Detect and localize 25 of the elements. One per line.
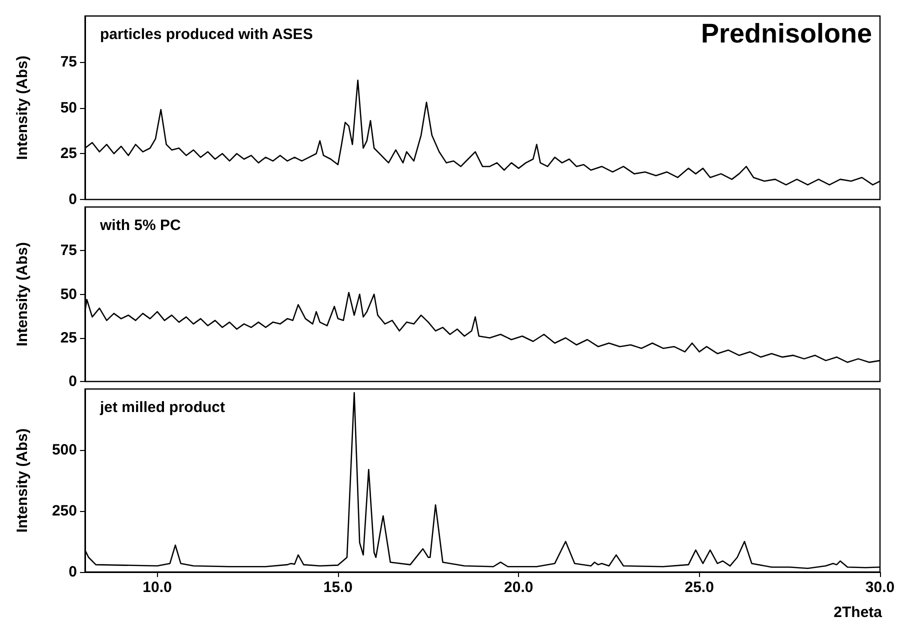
y-tick-label: 500: [52, 442, 77, 458]
x-tick-label: 25.0: [684, 579, 714, 596]
y-tick-label: 50: [60, 99, 77, 116]
y-axis-title: Intensity (Abs): [14, 428, 31, 533]
x-axis-title: 2Theta: [834, 604, 883, 621]
y-tick-label: 75: [60, 242, 77, 260]
y-tick-label: 0: [68, 564, 77, 580]
text: jet milled product: [99, 399, 226, 416]
y-tick-label: 250: [52, 502, 77, 520]
text: particles produced with ASES: [100, 26, 313, 43]
y-tick-label: 0: [68, 191, 77, 208]
y-tick-label: 75: [60, 53, 77, 70]
x-tick-label: 15.0: [323, 579, 353, 596]
x-tick-label: 20.0: [504, 579, 534, 596]
x-tick-label: 30.0: [865, 579, 895, 596]
y-tick-label: 25: [60, 329, 77, 346]
y-tick-label: 0: [68, 373, 77, 390]
y-tick-label: 50: [60, 286, 77, 303]
y-tick-label: 25: [60, 145, 77, 162]
x-tick-label: 10.0: [142, 579, 172, 596]
y-axis-title: Intensity (Abs): [14, 242, 31, 346]
text: with 5% PC: [99, 217, 182, 234]
y-axis-title: Intensity (Abs): [14, 56, 31, 160]
line-series: [84, 392, 881, 569]
annotation: Prednisolone: [700, 18, 872, 48]
